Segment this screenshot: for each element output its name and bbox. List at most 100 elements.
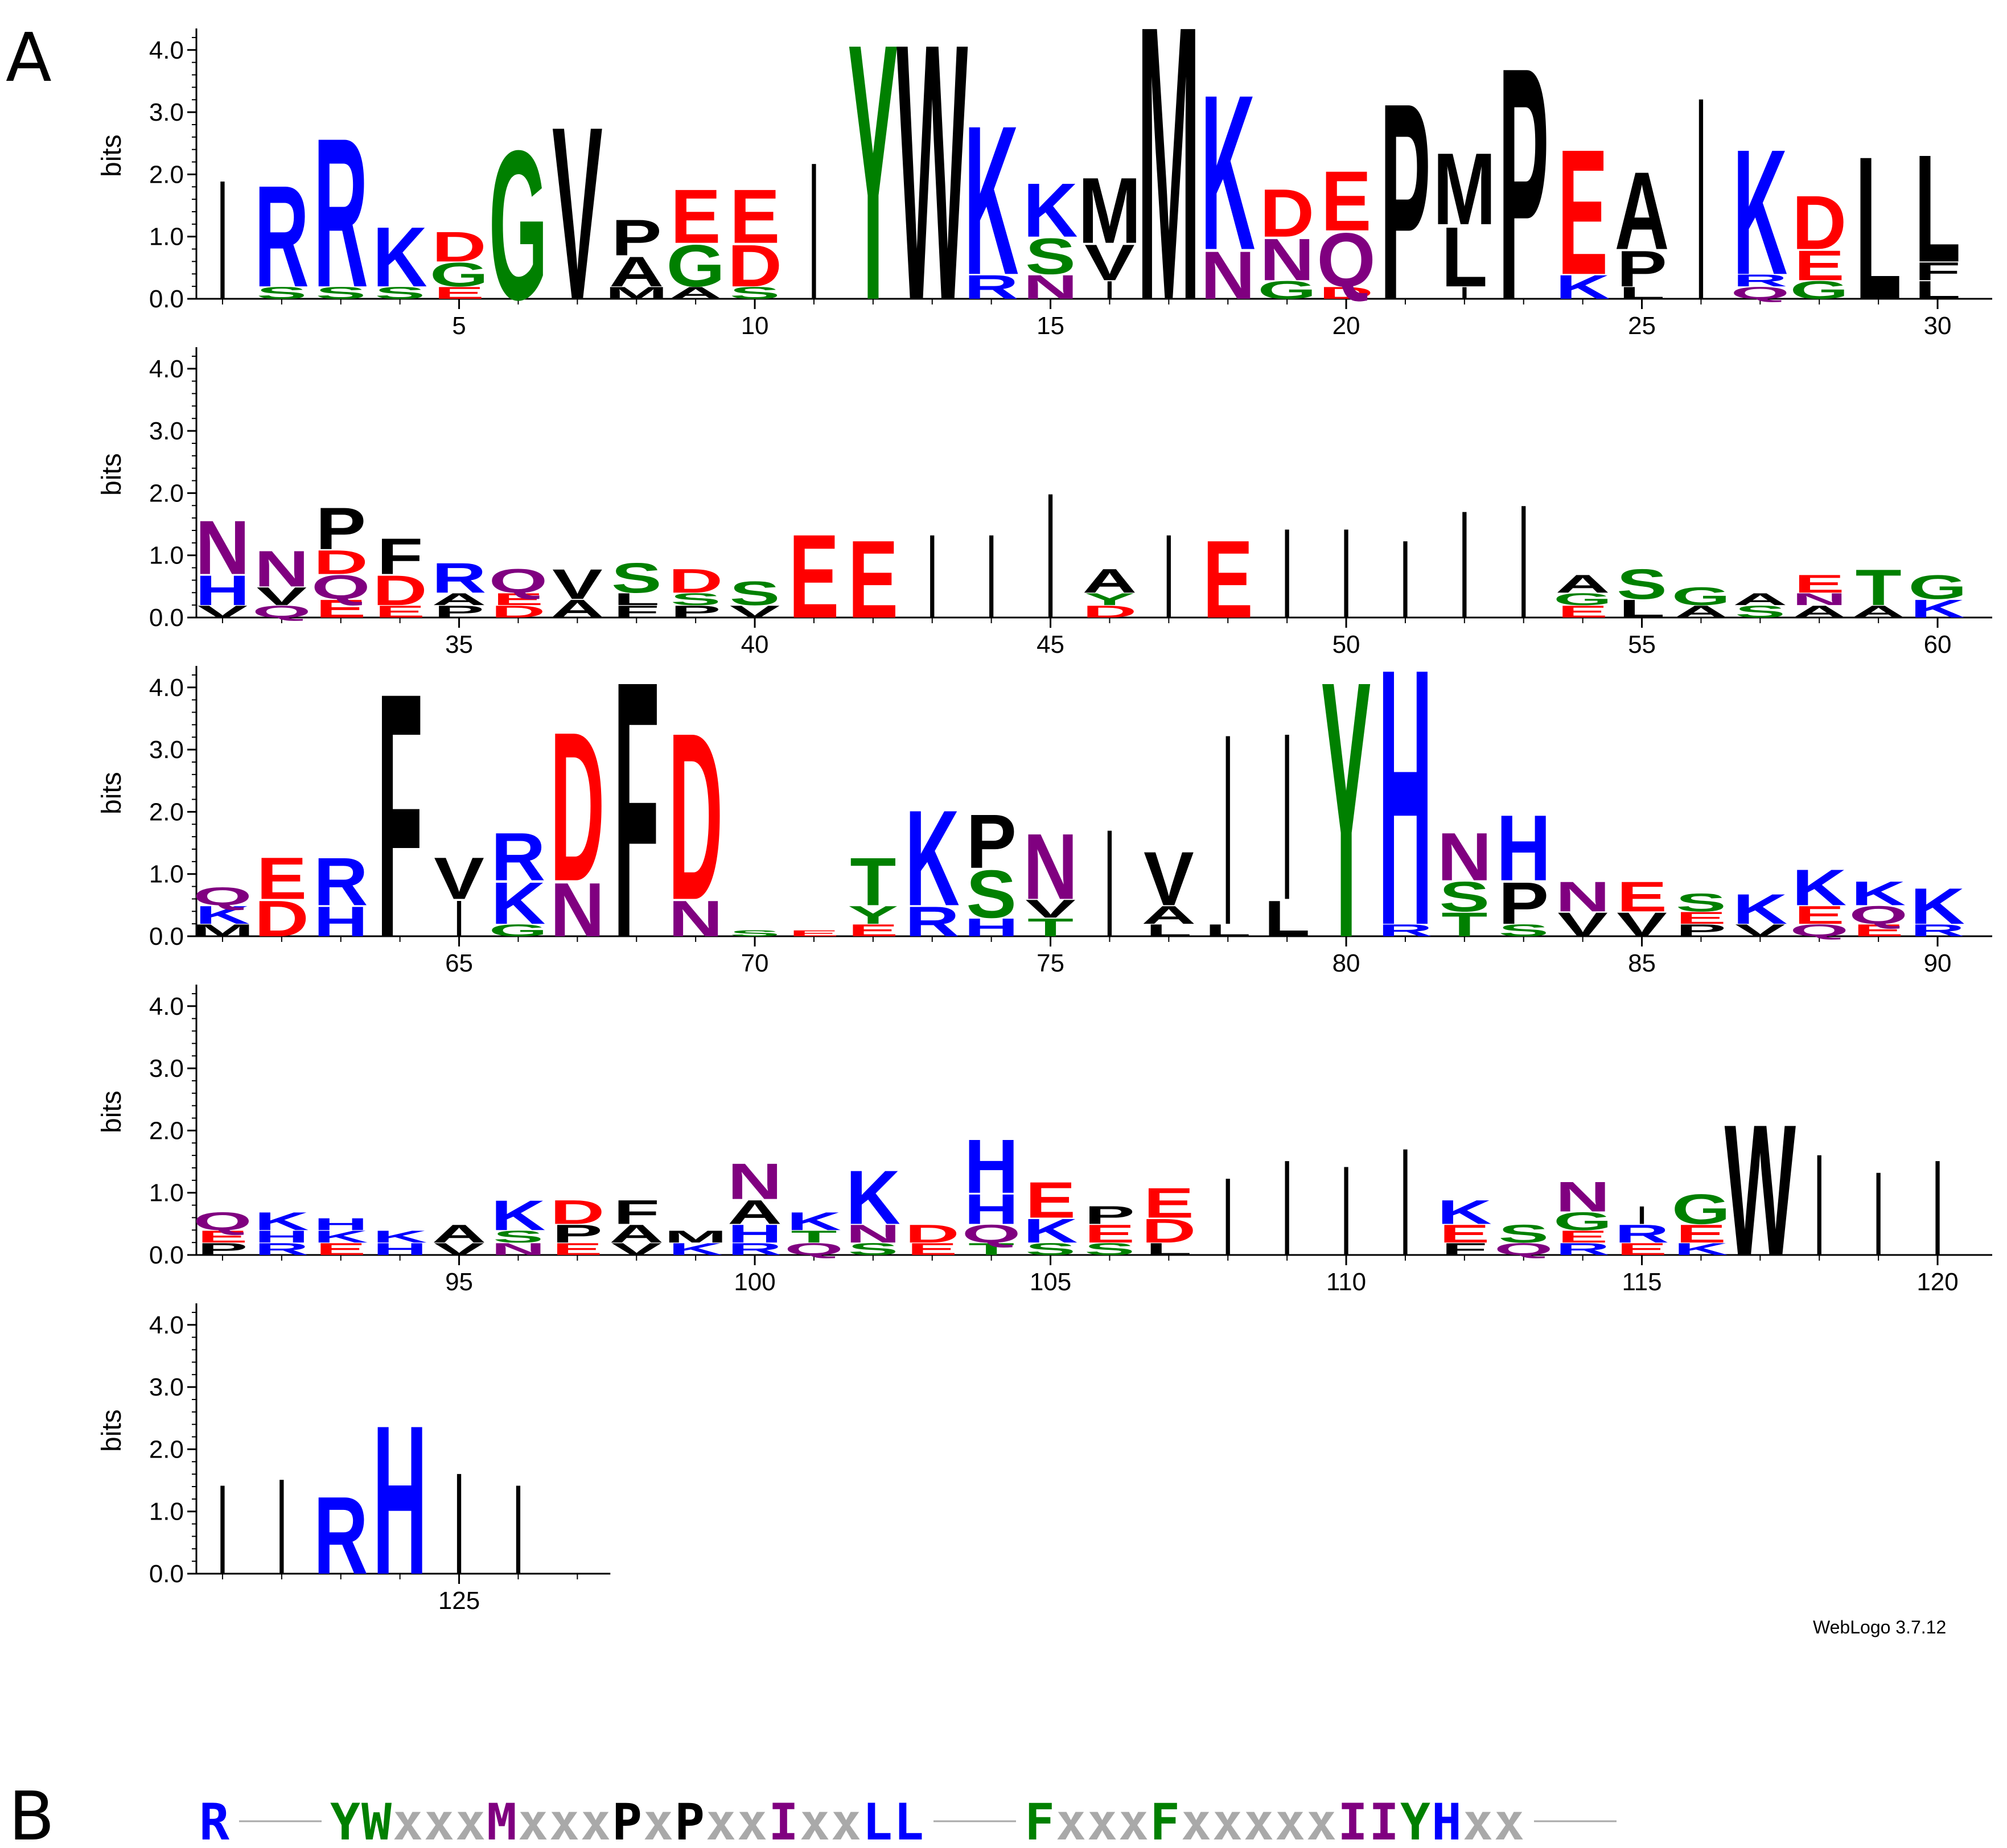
logo-letter-Q: Q	[193, 882, 252, 911]
logo-letter-E: E	[434, 283, 484, 302]
logo-letter-S: S	[375, 283, 425, 302]
y-tick-label: 0.0	[149, 604, 184, 632]
logo-letter-S: S	[1084, 1240, 1135, 1258]
logo-letter-A: A	[1792, 602, 1846, 621]
logo-letter-T: T	[1856, 559, 1902, 616]
logo-letter-E: E	[1676, 908, 1726, 927]
logo-letter-K: K	[1792, 859, 1846, 917]
logo-letter-K: K	[1851, 874, 1906, 912]
logo-letter-D: D	[727, 233, 782, 299]
logo-letter-Y: Y	[848, 901, 899, 929]
logo-letter-E: E	[1676, 1220, 1726, 1248]
logo-letter-H: H	[1496, 796, 1551, 900]
logo-letter-I: I	[1283, 684, 1291, 950]
y-tick-label: 4.0	[149, 355, 184, 383]
logo-letter-H: H	[373, 1381, 427, 1619]
logo-letter-D: D	[1260, 175, 1314, 252]
y-tick-label: 0.0	[149, 923, 184, 950]
logo-letter-E: E	[1440, 1220, 1490, 1248]
motif-residue: W	[361, 1793, 392, 1848]
logo-letter-S: S	[1735, 602, 1786, 621]
logo-letter-H: H	[314, 898, 368, 945]
motif-residue: x	[424, 1793, 454, 1848]
motif-residue: I	[768, 1793, 799, 1848]
logo-letter-H: H	[314, 1215, 368, 1234]
logo-letter-N: N	[1792, 590, 1846, 608]
logo-letter-L: L	[1264, 890, 1310, 948]
x-tick-label: 20	[1332, 312, 1360, 340]
logo-letter-P: P	[1617, 240, 1667, 298]
logo-letter-S: S	[1025, 1240, 1076, 1258]
logo-letter-I: I	[1165, 511, 1173, 644]
x-tick-label: 110	[1326, 1268, 1366, 1296]
logo-letter-E: E	[315, 1240, 366, 1258]
logo-letter-D: D	[550, 1193, 604, 1231]
y-tick-label: 2.0	[149, 479, 184, 507]
logo-letter-P: P	[198, 1240, 248, 1258]
logo-letter-I: I	[1697, 37, 1705, 361]
logo-letter-E: E	[493, 590, 544, 608]
y-tick-label: 0.0	[149, 285, 184, 313]
logo-letter-V: V	[434, 1240, 484, 1258]
logo-letter-S: S	[730, 283, 780, 302]
logo-letter-N: N	[254, 541, 309, 598]
logo-letter-S: S	[671, 590, 721, 608]
logo-letter-T: T	[791, 1227, 837, 1246]
logo-letter-E: E	[1557, 1227, 1608, 1246]
x-tick-label: 85	[1628, 949, 1656, 977]
logo-letter-K: K	[1910, 595, 1965, 623]
logo-letter-E: E	[1321, 153, 1372, 248]
logo-letter-E: E	[257, 846, 307, 912]
logo-letter-A: A	[432, 590, 487, 608]
x-tick-label: 75	[1037, 949, 1064, 977]
logo-letter-N: N	[1260, 227, 1314, 293]
logo-letter-Q: Q	[489, 562, 548, 600]
logo-letter-A: A	[432, 1220, 487, 1248]
logo-letter-E: E	[671, 174, 721, 260]
logo-letter-N: N	[1023, 814, 1078, 919]
logo-letter-I: I	[219, 145, 227, 335]
y-tick-label: 3.0	[149, 98, 184, 126]
y-tick-label: 1.0	[149, 223, 184, 251]
weblogo-watermark: WebLogo 3.7.12	[1813, 1617, 1946, 1637]
logo-letter-V: V	[1735, 921, 1786, 940]
logo-letter-Q: Q	[1731, 283, 1790, 302]
logo-letter-F: F	[1441, 1240, 1487, 1258]
logo-letter-L: L	[1146, 921, 1192, 940]
logo-letter-V: V	[611, 1240, 662, 1258]
logo-letter-D: D	[1083, 602, 1137, 621]
logo-letter-L: L	[1856, 114, 1902, 343]
logo-letter-I: I	[1105, 277, 1113, 305]
logo-letter-N: N	[1556, 1172, 1610, 1220]
logo-letter-N: N	[1200, 237, 1255, 314]
y-tick-label: 1.0	[149, 861, 184, 888]
logo-letter-G: G	[489, 106, 548, 344]
logo-letter-R: R	[432, 554, 487, 602]
y-tick-label: 1.0	[149, 542, 184, 570]
logo-letter-G: G	[430, 256, 488, 294]
logo-letter-S: S	[1676, 888, 1726, 917]
logo-letter-S: S	[257, 283, 307, 302]
y-tick-label: 2.0	[149, 1435, 184, 1463]
y-tick-label: 2.0	[149, 798, 184, 826]
logo-letter-H: H	[373, 1240, 427, 1258]
y-tick-label: 4.0	[149, 674, 184, 702]
logo-letter-M: M	[664, 1227, 727, 1246]
logo-letter-L: L	[1619, 595, 1665, 623]
logo-letter-I: I	[1934, 1131, 1942, 1284]
logo-letter-E: E	[1853, 921, 1904, 940]
logo-letter-V: V	[1025, 895, 1076, 923]
motif-residue: P	[675, 1793, 705, 1848]
logo-letter-I: I	[1342, 503, 1350, 645]
logo-letter-F: F	[377, 528, 423, 586]
logo-letter-S: S	[493, 1227, 544, 1246]
x-tick-label: 125	[438, 1587, 480, 1615]
logo-letter-P: P	[611, 209, 662, 267]
logo-letter-D: D	[314, 543, 368, 581]
logo-letter-A: A	[668, 283, 723, 302]
logo-letter-D: D	[1141, 1212, 1196, 1250]
logo-letter-E: E	[848, 921, 899, 940]
motif-residue: x	[1275, 1793, 1305, 1848]
